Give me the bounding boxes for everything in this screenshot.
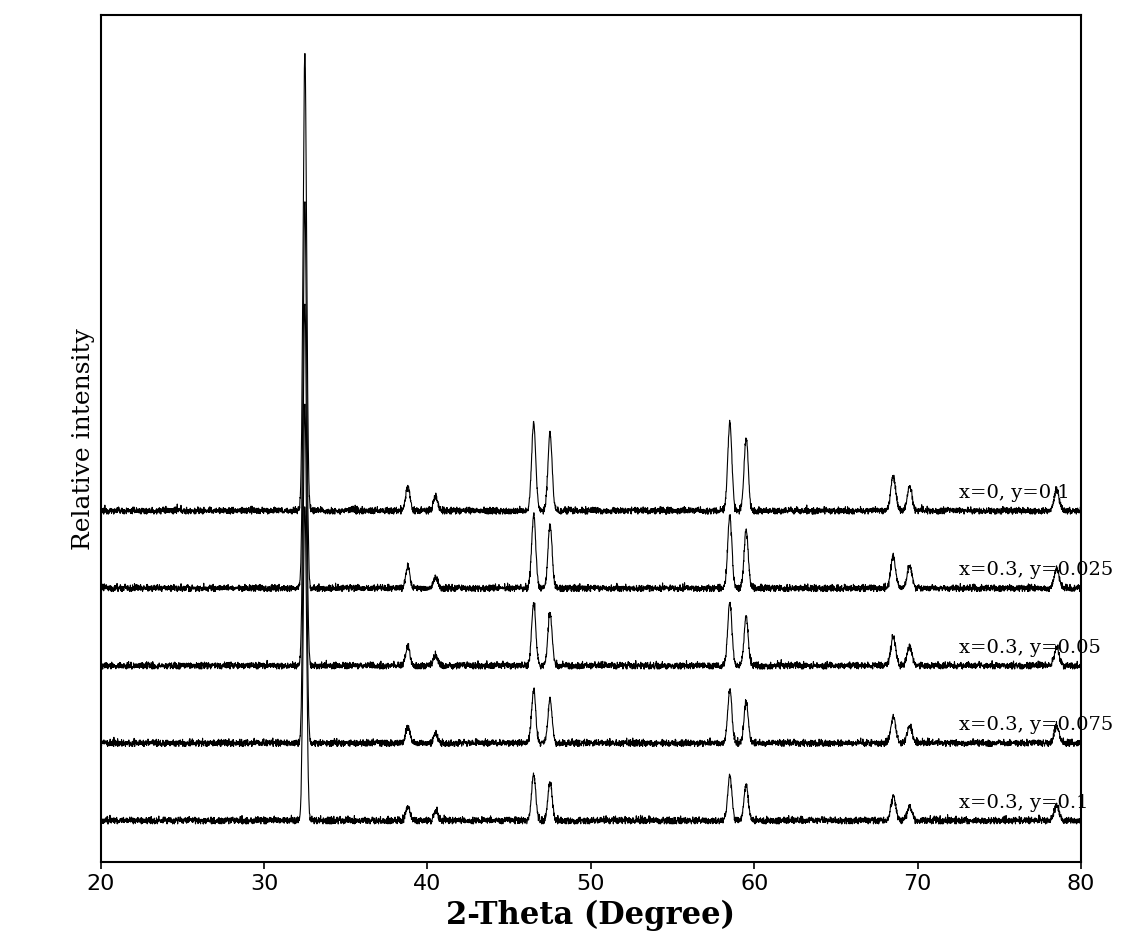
Text: x=0.3, y=0.025: x=0.3, y=0.025	[959, 561, 1113, 580]
Text: x=0.3, y=0.1: x=0.3, y=0.1	[959, 794, 1088, 812]
Text: x=0, y=0.1: x=0, y=0.1	[959, 484, 1069, 502]
Text: x=0.3, y=0.075: x=0.3, y=0.075	[959, 716, 1113, 734]
X-axis label: 2-Theta (Degree): 2-Theta (Degree)	[447, 900, 735, 931]
Text: x=0.3, y=0.05: x=0.3, y=0.05	[959, 639, 1100, 657]
Y-axis label: Relative intensity: Relative intensity	[72, 327, 95, 550]
